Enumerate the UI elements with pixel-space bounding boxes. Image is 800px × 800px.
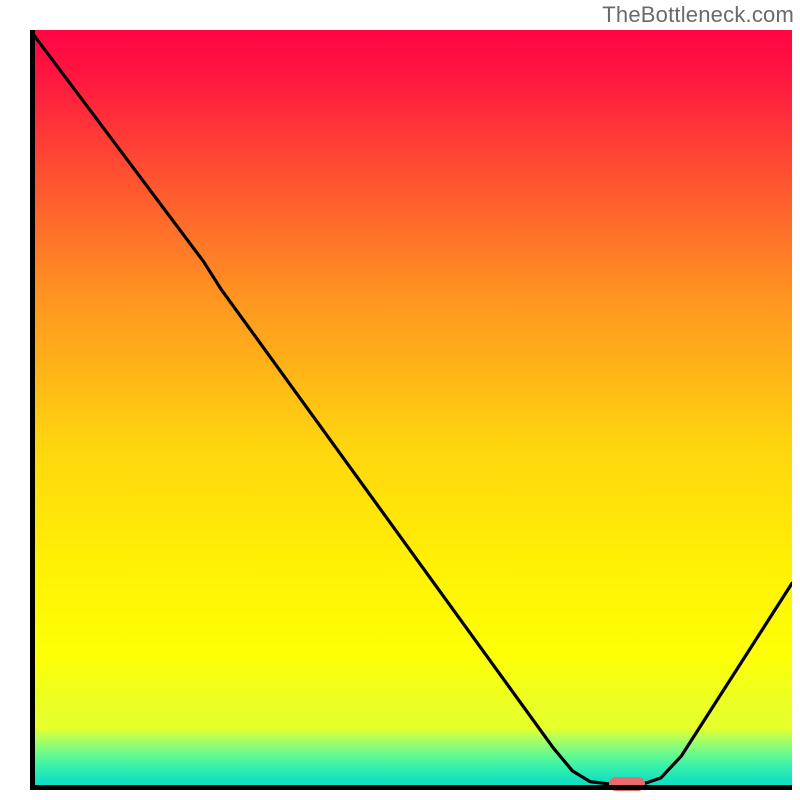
watermark-text: TheBottleneck.com bbox=[602, 2, 794, 28]
bottleneck-curve bbox=[30, 30, 792, 790]
x-axis-line bbox=[30, 785, 792, 790]
bottleneck-chart bbox=[30, 30, 792, 790]
y-axis-line bbox=[30, 30, 35, 790]
